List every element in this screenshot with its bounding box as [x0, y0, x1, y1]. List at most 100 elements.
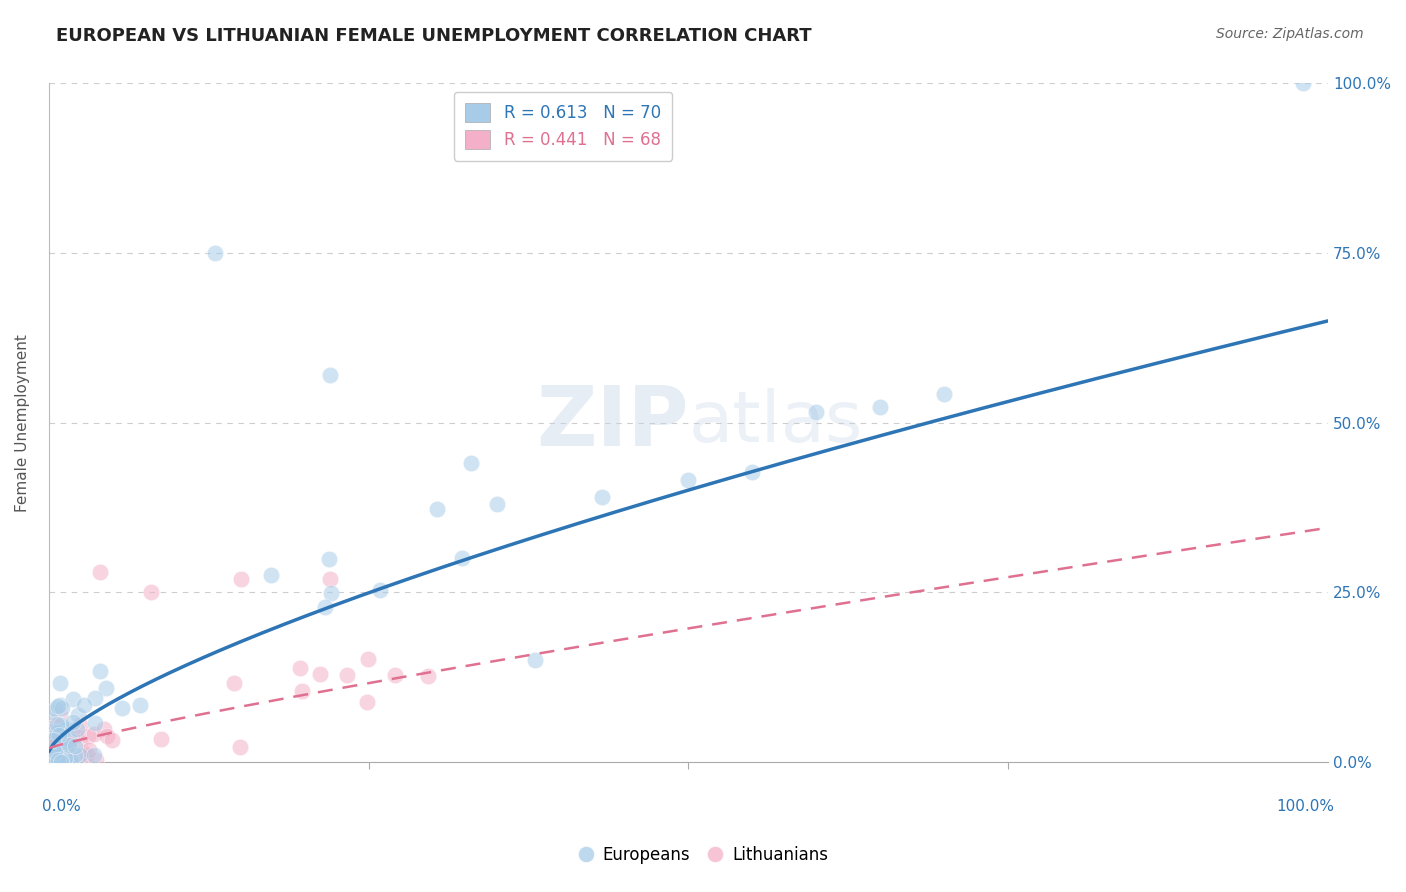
Point — [45, 755, 67, 769]
Point — [42, 754, 65, 768]
Point — [62, 692, 84, 706]
Point — [42, 755, 65, 769]
Legend: R = 0.613   N = 70, R = 0.441   N = 68: R = 0.613 N = 70, R = 0.441 N = 68 — [454, 92, 672, 161]
Point — [83, 716, 105, 731]
Text: 100.0%: 100.0% — [1277, 799, 1334, 814]
Point — [65, 729, 87, 743]
Point — [59, 755, 82, 769]
Point — [39, 755, 62, 769]
Point — [93, 722, 115, 736]
Point — [869, 400, 891, 414]
Point — [38, 753, 60, 767]
Point — [288, 660, 311, 674]
Point — [39, 739, 62, 753]
Point — [356, 696, 378, 710]
Point — [41, 755, 63, 769]
Point — [73, 698, 96, 713]
Point — [52, 734, 75, 748]
Point — [44, 754, 66, 768]
Point — [89, 664, 111, 678]
Text: Source: ZipAtlas.com: Source: ZipAtlas.com — [1216, 27, 1364, 41]
Point — [678, 473, 700, 487]
Point — [229, 739, 252, 754]
Point — [53, 750, 76, 764]
Point — [53, 755, 76, 769]
Point — [83, 747, 105, 762]
Point — [356, 651, 378, 665]
Point — [53, 739, 76, 753]
Point — [51, 718, 73, 732]
Point — [523, 653, 546, 667]
Point — [41, 724, 63, 739]
Point — [934, 387, 956, 401]
Point — [42, 755, 65, 769]
Point — [58, 738, 80, 752]
Point — [83, 727, 105, 741]
Point — [77, 729, 100, 743]
Point — [46, 725, 69, 739]
Point — [96, 681, 118, 695]
Point — [55, 722, 77, 736]
Point — [49, 755, 72, 769]
Point — [111, 700, 134, 714]
Point — [51, 738, 73, 752]
Point — [46, 752, 69, 766]
Point — [44, 731, 66, 745]
Point — [308, 667, 330, 681]
Point — [45, 730, 67, 744]
Point — [59, 750, 82, 764]
Point — [83, 690, 105, 705]
Point — [69, 718, 91, 732]
Point — [41, 755, 63, 769]
Point — [741, 465, 763, 479]
Point — [49, 698, 72, 713]
Point — [63, 739, 86, 754]
Point — [460, 456, 482, 470]
Point — [46, 754, 69, 768]
Point — [319, 585, 342, 599]
Point — [58, 728, 80, 742]
Point — [222, 676, 245, 690]
Point — [49, 707, 72, 722]
Point — [49, 753, 72, 767]
Point — [55, 752, 77, 766]
Point — [806, 405, 828, 419]
Point — [42, 755, 65, 769]
Point — [66, 723, 89, 737]
Point — [319, 368, 342, 383]
Point — [59, 755, 82, 769]
Point — [96, 729, 118, 743]
Text: atlas: atlas — [689, 388, 863, 457]
Point — [42, 750, 65, 764]
Point — [44, 702, 66, 716]
Point — [49, 676, 72, 690]
Y-axis label: Female Unemployment: Female Unemployment — [15, 334, 30, 511]
Point — [319, 572, 342, 586]
Point — [76, 748, 98, 763]
Point — [260, 568, 283, 582]
Point — [46, 698, 69, 713]
Point — [48, 728, 70, 742]
Point — [44, 745, 66, 759]
Point — [39, 755, 62, 769]
Point — [65, 748, 87, 763]
Point — [38, 731, 60, 746]
Point — [39, 705, 62, 719]
Point — [384, 668, 406, 682]
Text: ZIP: ZIP — [536, 382, 689, 463]
Point — [53, 755, 76, 769]
Point — [45, 744, 67, 758]
Point — [1291, 77, 1313, 91]
Point — [46, 717, 69, 731]
Point — [59, 733, 82, 747]
Point — [51, 700, 73, 714]
Point — [52, 745, 75, 759]
Point — [39, 753, 62, 767]
Point — [45, 735, 67, 749]
Point — [291, 684, 314, 698]
Point — [77, 743, 100, 757]
Point — [418, 669, 440, 683]
Point — [60, 755, 83, 769]
Point — [49, 740, 72, 755]
Point — [48, 755, 70, 769]
